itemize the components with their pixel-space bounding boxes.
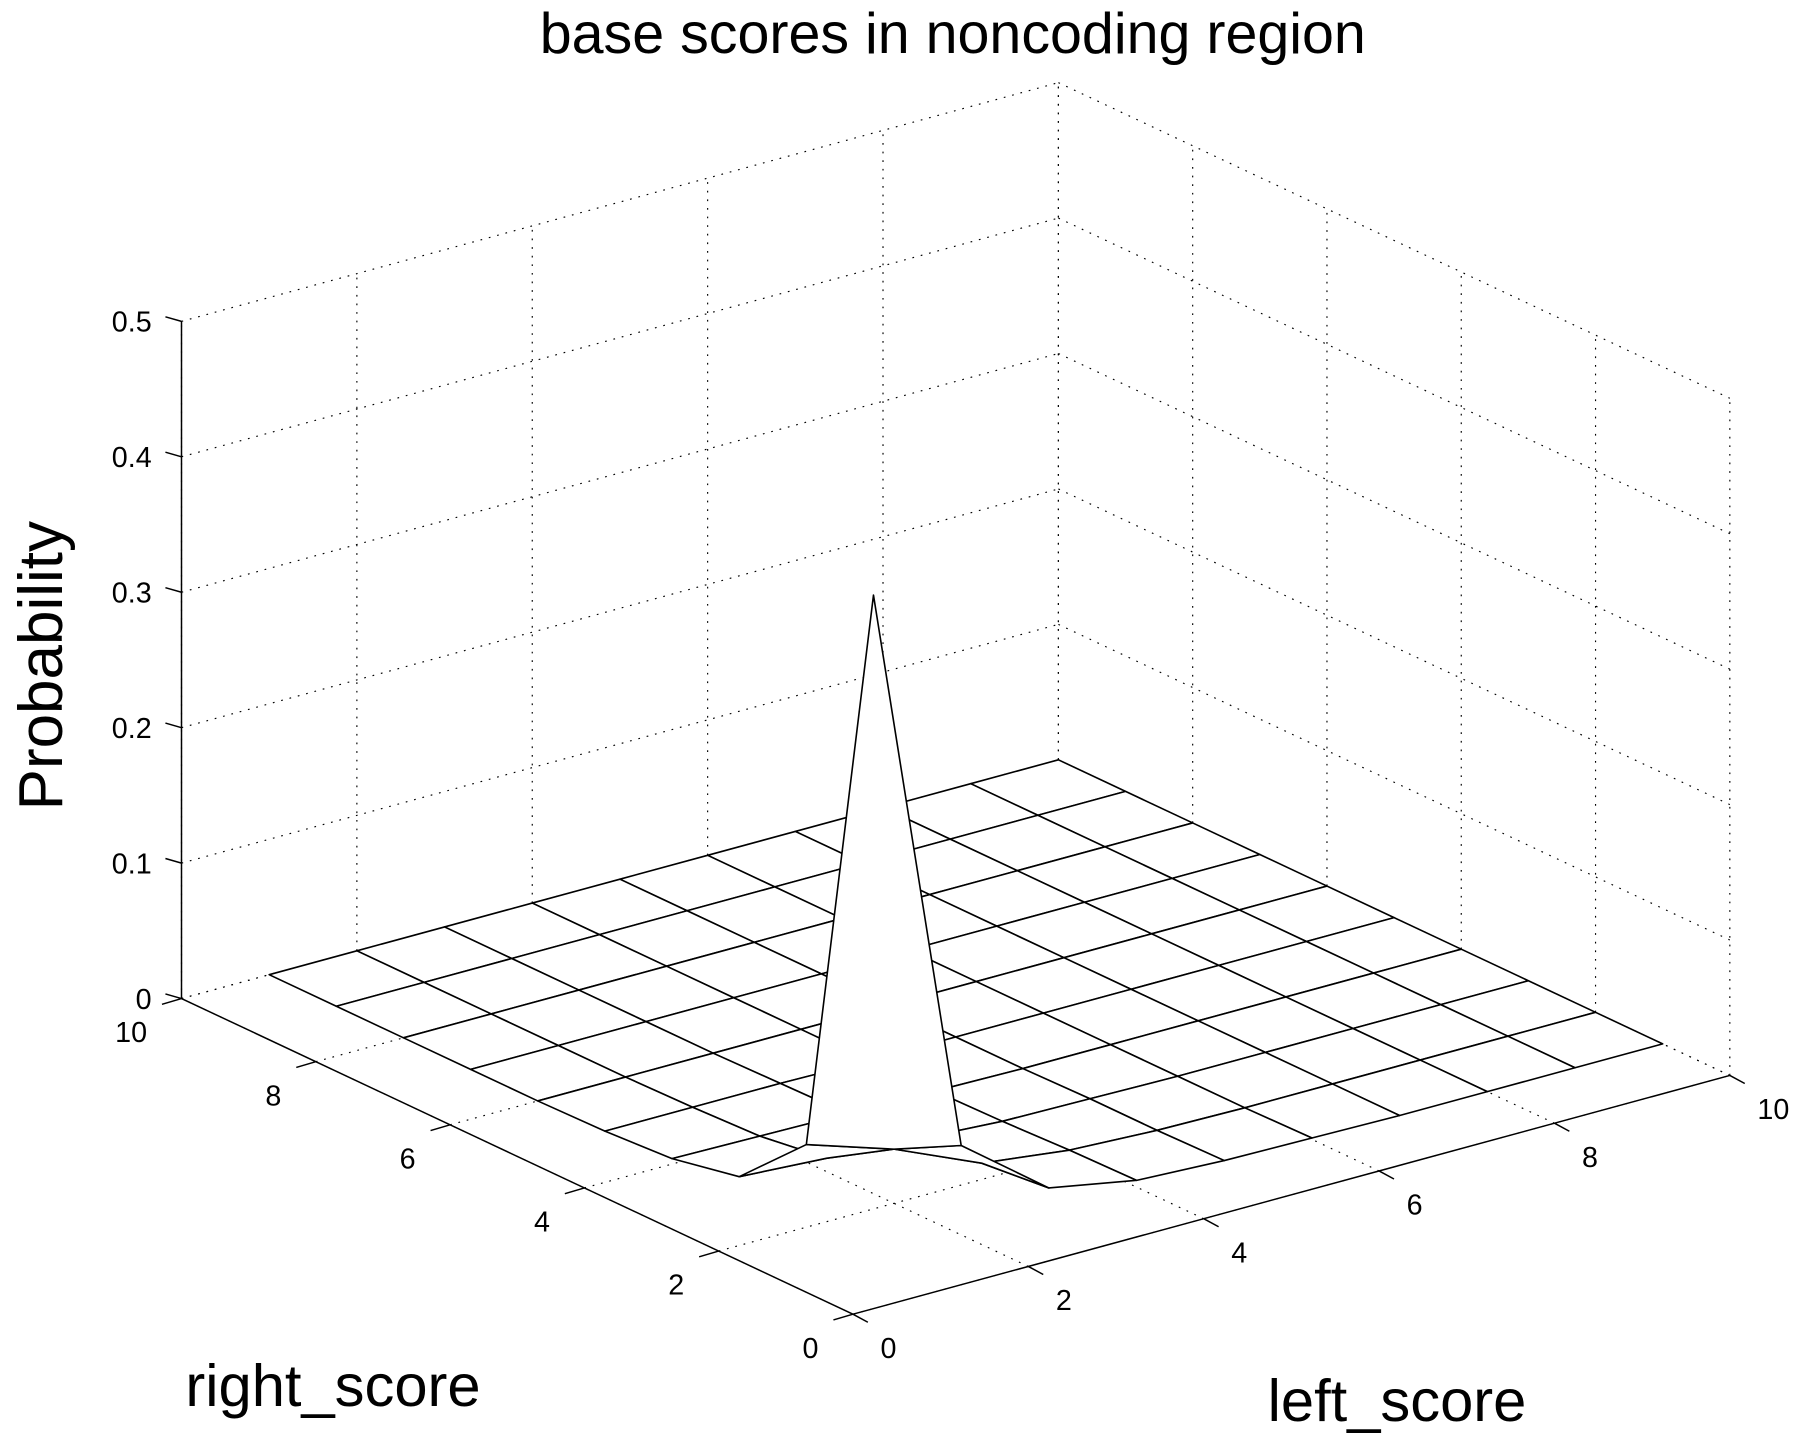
z-tick bbox=[165, 451, 182, 458]
gridline-z-left bbox=[181, 82, 1059, 322]
y-tick-label: 8 bbox=[265, 1080, 281, 1112]
x-axis-label: left_score bbox=[1268, 1367, 1527, 1434]
gridline-z-left bbox=[181, 217, 1059, 458]
x-tick-label: 0 bbox=[880, 1333, 896, 1365]
y-tick bbox=[161, 997, 182, 1006]
surface-mesh bbox=[268, 594, 1664, 1189]
y-axis-line bbox=[181, 997, 854, 1315]
gridline-z-right bbox=[1058, 488, 1731, 806]
x-tick-label: 10 bbox=[1757, 1094, 1789, 1126]
x-tick bbox=[1554, 1122, 1570, 1132]
x-tick-label: 4 bbox=[1231, 1237, 1247, 1269]
z-tick bbox=[165, 722, 182, 729]
z-axis-label: Probability bbox=[7, 521, 76, 810]
x-tick bbox=[1203, 1218, 1219, 1228]
x-axis-line bbox=[852, 1074, 1731, 1315]
z-tick bbox=[165, 857, 182, 864]
x-tick-label: 6 bbox=[1407, 1190, 1423, 1222]
gridline-z-left bbox=[181, 352, 1059, 593]
gridline-z-left bbox=[181, 488, 1059, 729]
gridline-z-right bbox=[1058, 217, 1731, 535]
y-tick bbox=[296, 1060, 316, 1069]
z-tick-label: 0.5 bbox=[112, 307, 152, 339]
y-tick-label: 10 bbox=[115, 1017, 147, 1049]
y-tick-label: 4 bbox=[534, 1207, 550, 1239]
y-tick bbox=[564, 1187, 585, 1195]
y-tick bbox=[833, 1313, 854, 1321]
z-tick bbox=[165, 993, 182, 1000]
z-tick-label: 0.3 bbox=[112, 578, 152, 610]
x-tick bbox=[852, 1313, 869, 1323]
gridline-z-right bbox=[1058, 623, 1731, 941]
surface-cell bbox=[805, 594, 962, 1150]
y-axis-label: right_score bbox=[185, 1352, 480, 1419]
x-tick bbox=[1027, 1265, 1044, 1276]
y-tick bbox=[430, 1124, 451, 1132]
y-tick-label: 0 bbox=[803, 1333, 819, 1365]
x-tick-label: 2 bbox=[1056, 1285, 1072, 1317]
y-tick-label: 2 bbox=[668, 1270, 684, 1302]
gridline-z-right bbox=[1058, 82, 1731, 399]
z-tick-label: 0.1 bbox=[112, 848, 152, 880]
y-tick-label: 6 bbox=[400, 1143, 416, 1175]
z-tick bbox=[165, 316, 182, 323]
x-tick bbox=[1729, 1074, 1746, 1085]
x-tick bbox=[1378, 1170, 1395, 1180]
z-tick-label: 0.4 bbox=[112, 442, 152, 474]
z-tick-label: 0.2 bbox=[112, 713, 152, 745]
z-tick bbox=[165, 586, 182, 593]
chart-title: base scores in noncoding region bbox=[540, 2, 1366, 66]
x-tick-label: 8 bbox=[1582, 1142, 1598, 1174]
y-tick bbox=[698, 1250, 719, 1258]
gridline-z-right bbox=[1058, 352, 1731, 670]
z-tick-label: 0 bbox=[136, 984, 152, 1016]
axes bbox=[161, 316, 1746, 1323]
